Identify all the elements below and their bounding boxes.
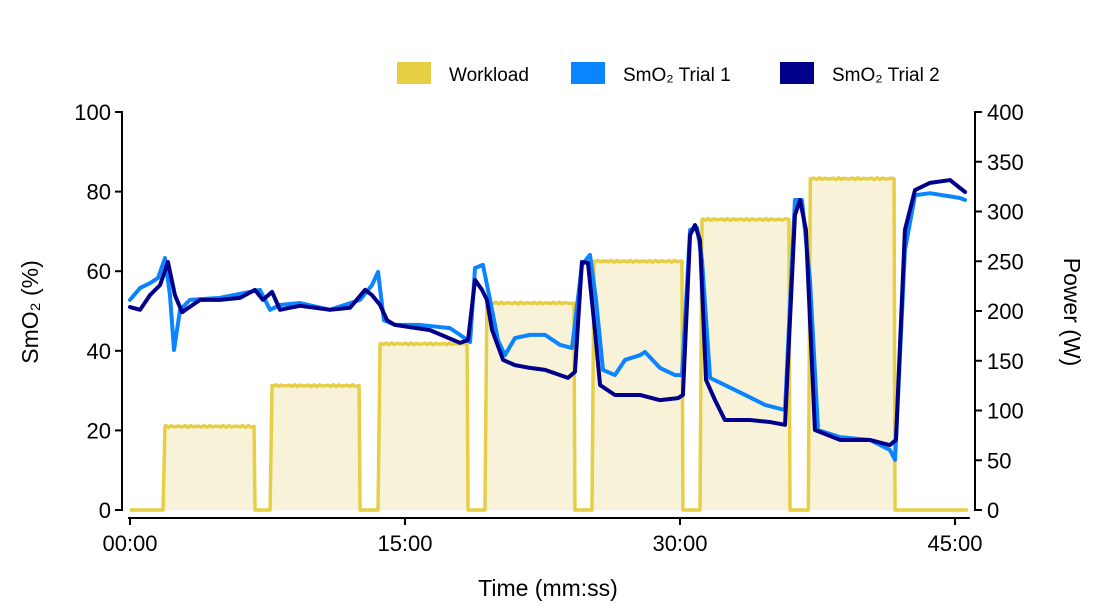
legend-label-1: Workload (449, 65, 529, 86)
y2-tick-label: 300 (987, 200, 1024, 225)
workload-stage-fill-1 (163, 426, 255, 510)
legend-label-3: SmO₂ Trial 2 (832, 65, 940, 86)
y-axis-title: SmO₂ (%) (17, 260, 43, 363)
x-tick-label: 15:00 (377, 531, 432, 556)
y2-axis-title: Power (W) (1059, 258, 1085, 367)
x-axis-title: Time (mm:ss) (478, 575, 618, 601)
legend-label-2: SmO₂ Trial 1 (623, 65, 731, 86)
workload-line (130, 176, 968, 512)
y-tick-label: 100 (74, 100, 111, 125)
y-tick-label: 40 (87, 339, 111, 364)
y2-tick-label: 0 (987, 498, 999, 523)
workload-stage-fill-6 (700, 219, 789, 510)
x-tick-label: 00:00 (102, 531, 157, 556)
workload-stage-fill-7 (809, 178, 895, 511)
workload-stage-fill-3 (379, 343, 468, 510)
axes: 0 20 40 60 80 100 0 50 100 150 200 250 300 350 400 00:0… (74, 100, 1023, 556)
plot-area (128, 176, 968, 512)
y2-tick-label: 200 (987, 299, 1024, 324)
legend: Workload SmO₂ Trial 1 SmO₂ Trial 2 (397, 62, 940, 86)
x-tick-label: 30:00 (652, 531, 707, 556)
y2-tick-label: 400 (987, 100, 1024, 125)
smo2-trial-2-line (128, 178, 968, 448)
y2-tick-label: 100 (987, 399, 1024, 424)
y2-tick-label: 150 (987, 349, 1024, 374)
y-tick-label: 60 (87, 259, 111, 284)
legend-swatch-2 (571, 62, 605, 84)
y-tick-label: 80 (87, 180, 111, 205)
legend-swatch-1 (397, 62, 431, 84)
x-tick-label: 45:00 (927, 531, 982, 556)
y2-tick-label: 250 (987, 249, 1024, 274)
workload-stage-fill-5 (592, 261, 682, 510)
y2-tick-label: 50 (987, 448, 1011, 473)
workload-stage-fill-4 (485, 303, 574, 510)
workload-stage-fill-2 (271, 385, 360, 510)
y-tick-label: 20 (87, 418, 111, 443)
legend-swatch-3 (780, 62, 814, 84)
y-tick-label: 0 (99, 498, 111, 523)
y2-tick-label: 350 (987, 150, 1024, 175)
